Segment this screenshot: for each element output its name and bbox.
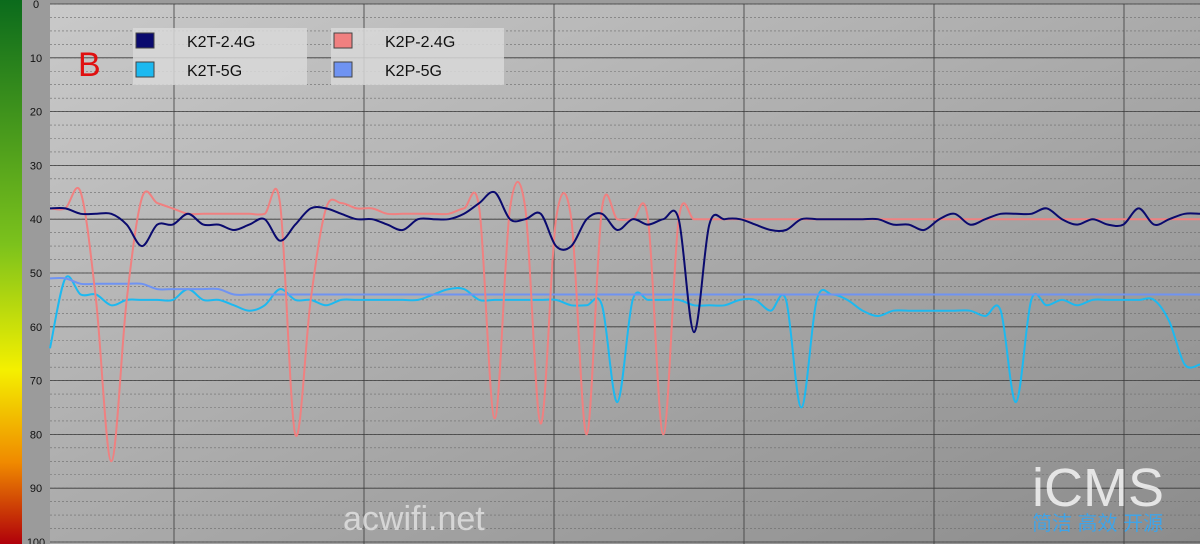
series-line-k2t-5g (49, 275, 1200, 409)
y-tick-label: 60 (30, 322, 42, 334)
watermark-site: acwifi.net (343, 500, 485, 538)
plot-background (50, 4, 1200, 544)
y-tick-label: 100 (27, 537, 45, 544)
y-tick-label: 90 (30, 483, 42, 495)
series-lines (49, 181, 1200, 463)
legend-box-left (133, 28, 307, 85)
legend-swatch-k2t-5g (135, 61, 155, 78)
y-tick-label: 80 (30, 429, 42, 441)
watermark-brand: iCMS (1032, 458, 1164, 518)
legend-label-k2p-2.4g: K2P-2.4G (385, 34, 455, 51)
y-tick-label: 0 (33, 0, 39, 11)
y-tick-label: 20 (30, 107, 42, 119)
legend-label-k2p-5g: K2P-5G (385, 63, 442, 80)
legend-label-k2t-5g: K2T-5G (187, 63, 242, 80)
signal-scale-bar (0, 0, 22, 544)
legend: K2T-2.4G K2T-5G K2P-2.4G K2P-5G (133, 28, 504, 85)
series-line-k2t-2.4g (49, 190, 1200, 334)
legend-swatch-k2p-2.4g (333, 32, 353, 49)
legend-label-k2t-2.4g: K2T-2.4G (187, 34, 255, 51)
y-tick-label: 50 (30, 268, 42, 280)
legend-box-right (331, 28, 504, 85)
series-line-k2p-5g (49, 277, 1200, 296)
legend-swatch-k2p-5g (333, 61, 353, 78)
panel-label: B (78, 46, 101, 84)
y-tick-label: 40 (30, 214, 42, 226)
vertical-gridlines (173, 4, 1125, 544)
y-tick-label: 70 (30, 376, 42, 388)
y-tick-label: 10 (30, 53, 42, 65)
legend-swatch-k2t-2.4g (135, 32, 155, 49)
major-gridlines (50, 3, 1200, 543)
watermark-slogan: 简洁 高效 开源 (1032, 512, 1163, 535)
y-tick-label: 30 (30, 160, 42, 172)
y-axis-ticks: 0 10 20 30 40 50 60 70 80 90 100 (27, 0, 45, 544)
